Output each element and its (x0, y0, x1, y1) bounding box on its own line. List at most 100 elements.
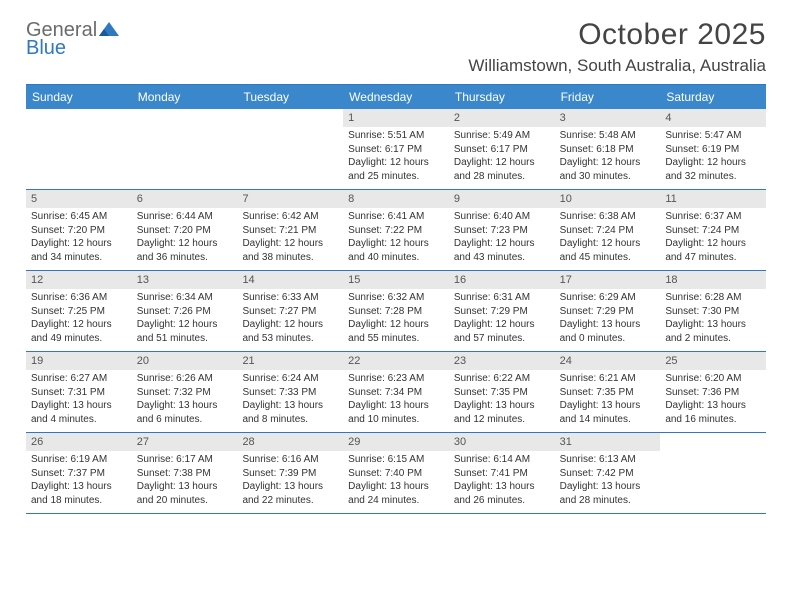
day-detail: Sunrise: 6:21 AMSunset: 7:35 PMDaylight:… (555, 372, 661, 426)
day-detail: Sunrise: 6:27 AMSunset: 7:31 PMDaylight:… (26, 372, 132, 426)
day-detail: Sunrise: 6:23 AMSunset: 7:34 PMDaylight:… (343, 372, 449, 426)
day-number: 17 (555, 271, 661, 289)
day-detail: Sunrise: 6:15 AMSunset: 7:40 PMDaylight:… (343, 453, 449, 507)
day-number: 15 (343, 271, 449, 289)
calendar-cell: 3 Sunrise: 5:48 AMSunset: 6:18 PMDaylight… (555, 109, 661, 189)
day-number: 6 (132, 190, 238, 208)
day-detail: Sunrise: 6:38 AMSunset: 7:24 PMDaylight:… (555, 210, 661, 264)
day-detail: Sunrise: 6:31 AMSunset: 7:29 PMDaylight:… (449, 291, 555, 345)
calendar-cell: 19Sunrise: 6:27 AMSunset: 7:31 PMDayligh… (26, 352, 132, 432)
day-detail: Sunrise: 5:47 AMSunset: 6:19 PMDaylight:… (660, 129, 766, 183)
calendar-cell: 22Sunrise: 6:23 AMSunset: 7:34 PMDayligh… (343, 352, 449, 432)
weekday-label: Sunday (26, 85, 132, 109)
day-number: 9 (449, 190, 555, 208)
calendar-grid: 1 Sunrise: 5:51 AMSunset: 6:17 PMDaylight… (26, 109, 766, 514)
day-number: 24 (555, 352, 661, 370)
day-number: 10 (555, 190, 661, 208)
day-detail: Sunrise: 6:24 AMSunset: 7:33 PMDaylight:… (237, 372, 343, 426)
day-number: 26 (26, 433, 132, 451)
location-subtitle: Williamstown, South Australia, Australia (468, 56, 766, 76)
day-detail: Sunrise: 6:40 AMSunset: 7:23 PMDaylight:… (449, 210, 555, 264)
brand-text-2: Blue (26, 38, 119, 58)
calendar-cell: 25 Sunrise: 6:20 AMSunset: 7:36 PMDayligh… (660, 352, 766, 432)
day-detail: Sunrise: 6:41 AMSunset: 7:22 PMDaylight:… (343, 210, 449, 264)
day-number: 30 (449, 433, 555, 451)
day-number: 29 (343, 433, 449, 451)
calendar-cell: 6 Sunrise: 6:44 AMSunset: 7:20 PMDaylight… (132, 190, 238, 270)
calendar-week: 12 Sunrise: 6:36 AMSunset: 7:25 PMDayligh… (26, 271, 766, 352)
day-number: 25 (660, 352, 766, 370)
day-number: 2 (449, 109, 555, 127)
calendar-cell: 23Sunrise: 6:22 AMSunset: 7:35 PMDayligh… (449, 352, 555, 432)
day-number: 18 (660, 271, 766, 289)
day-detail: Sunrise: 6:17 AMSunset: 7:38 PMDaylight:… (132, 453, 238, 507)
day-number: 31 (555, 433, 661, 451)
day-detail: Sunrise: 6:26 AMSunset: 7:32 PMDaylight:… (132, 372, 238, 426)
calendar-cell: 5 Sunrise: 6:45 AMSunset: 7:20 PMDaylight… (26, 190, 132, 270)
weekday-label: Tuesday (237, 85, 343, 109)
day-number: 28 (237, 433, 343, 451)
calendar-cell: 27 Sunrise: 6:17 AMSunset: 7:38 PMDayligh… (132, 433, 238, 513)
calendar-cell: 13 Sunrise: 6:34 AMSunset: 7:26 PMDayligh… (132, 271, 238, 351)
calendar-cell: 7 Sunrise: 6:42 AMSunset: 7:21 PMDaylight… (237, 190, 343, 270)
title-block: October 2025 Williamstown, South Austral… (468, 18, 766, 76)
weekday-label: Saturday (660, 85, 766, 109)
calendar-week: 19Sunrise: 6:27 AMSunset: 7:31 PMDayligh… (26, 352, 766, 433)
calendar-cell (132, 109, 238, 189)
day-number: 14 (237, 271, 343, 289)
day-detail: Sunrise: 6:20 AMSunset: 7:36 PMDaylight:… (660, 372, 766, 426)
calendar-cell: 14 Sunrise: 6:33 AMSunset: 7:27 PMDayligh… (237, 271, 343, 351)
day-detail: Sunrise: 6:37 AMSunset: 7:24 PMDaylight:… (660, 210, 766, 264)
day-detail: Sunrise: 5:51 AMSunset: 6:17 PMDaylight:… (343, 129, 449, 183)
day-detail: Sunrise: 6:42 AMSunset: 7:21 PMDaylight:… (237, 210, 343, 264)
day-number: 1 (343, 109, 449, 127)
day-number: 11 (660, 190, 766, 208)
month-title: October 2025 (468, 18, 766, 52)
calendar: SundayMondayTuesdayWednesdayThursdayFrid… (26, 84, 766, 514)
calendar-cell: 9 Sunrise: 6:40 AMSunset: 7:23 PMDaylight… (449, 190, 555, 270)
day-detail: Sunrise: 6:33 AMSunset: 7:27 PMDaylight:… (237, 291, 343, 345)
calendar-cell: 26 Sunrise: 6:19 AMSunset: 7:37 PMDayligh… (26, 433, 132, 513)
calendar-cell: 15 Sunrise: 6:32 AMSunset: 7:28 PMDayligh… (343, 271, 449, 351)
day-number: 8 (343, 190, 449, 208)
page-header: General Blue October 2025 Williamstown, … (26, 18, 766, 76)
weekday-label: Friday (555, 85, 661, 109)
calendar-week: 26 Sunrise: 6:19 AMSunset: 7:37 PMDayligh… (26, 433, 766, 514)
day-detail: Sunrise: 5:48 AMSunset: 6:18 PMDaylight:… (555, 129, 661, 183)
day-detail: Sunrise: 6:32 AMSunset: 7:28 PMDaylight:… (343, 291, 449, 345)
calendar-cell: 30 Sunrise: 6:14 AMSunset: 7:41 PMDayligh… (449, 433, 555, 513)
day-detail: Sunrise: 6:22 AMSunset: 7:35 PMDaylight:… (449, 372, 555, 426)
day-detail: Sunrise: 5:49 AMSunset: 6:17 PMDaylight:… (449, 129, 555, 183)
day-detail: Sunrise: 6:45 AMSunset: 7:20 PMDaylight:… (26, 210, 132, 264)
brand-logo: General Blue (26, 18, 119, 58)
day-number: 3 (555, 109, 661, 127)
day-number: 20 (132, 352, 238, 370)
calendar-cell: 28 Sunrise: 6:16 AMSunset: 7:39 PMDayligh… (237, 433, 343, 513)
calendar-cell: 16Sunrise: 6:31 AMSunset: 7:29 PMDayligh… (449, 271, 555, 351)
calendar-cell: 21 Sunrise: 6:24 AMSunset: 7:33 PMDayligh… (237, 352, 343, 432)
day-number: 5 (26, 190, 132, 208)
day-detail: Sunrise: 6:19 AMSunset: 7:37 PMDaylight:… (26, 453, 132, 507)
day-detail: Sunrise: 6:34 AMSunset: 7:26 PMDaylight:… (132, 291, 238, 345)
day-detail: Sunrise: 6:44 AMSunset: 7:20 PMDaylight:… (132, 210, 238, 264)
calendar-cell: 29 Sunrise: 6:15 AMSunset: 7:40 PMDayligh… (343, 433, 449, 513)
day-number: 4 (660, 109, 766, 127)
weekday-label: Monday (132, 85, 238, 109)
day-detail: Sunrise: 6:13 AMSunset: 7:42 PMDaylight:… (555, 453, 661, 507)
calendar-cell (26, 109, 132, 189)
day-number: 27 (132, 433, 238, 451)
weekday-label: Wednesday (343, 85, 449, 109)
day-detail: Sunrise: 6:29 AMSunset: 7:29 PMDaylight:… (555, 291, 661, 345)
day-detail: Sunrise: 6:36 AMSunset: 7:25 PMDaylight:… (26, 291, 132, 345)
calendar-cell: 1 Sunrise: 5:51 AMSunset: 6:17 PMDaylight… (343, 109, 449, 189)
day-number: 7 (237, 190, 343, 208)
day-number: 12 (26, 271, 132, 289)
day-number: 13 (132, 271, 238, 289)
day-number: 21 (237, 352, 343, 370)
calendar-cell: 11 Sunrise: 6:37 AMSunset: 7:24 PMDayligh… (660, 190, 766, 270)
calendar-week: 1 Sunrise: 5:51 AMSunset: 6:17 PMDaylight… (26, 109, 766, 190)
calendar-cell: 2 Sunrise: 5:49 AMSunset: 6:17 PMDaylight… (449, 109, 555, 189)
calendar-cell (237, 109, 343, 189)
day-detail: Sunrise: 6:16 AMSunset: 7:39 PMDaylight:… (237, 453, 343, 507)
day-detail: Sunrise: 6:14 AMSunset: 7:41 PMDaylight:… (449, 453, 555, 507)
